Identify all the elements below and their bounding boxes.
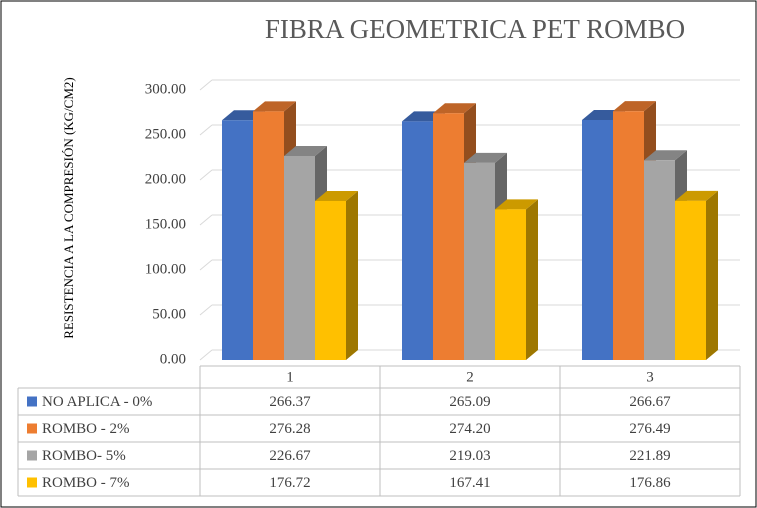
bar (495, 209, 526, 360)
grid-line (199, 304, 213, 316)
bar-side (346, 190, 358, 360)
table-value: 226.67 (269, 448, 311, 464)
table-value: 276.28 (269, 421, 310, 437)
bar-top (644, 150, 687, 161)
bar-top (315, 190, 358, 201)
legend-label: ROMBO - 2% (42, 421, 130, 437)
chart-title: FIBRA GEOMETRICA PET ROMBO (265, 14, 685, 44)
legend-label: ROMBO- 5% (42, 448, 126, 464)
y-tick-label: 200.00 (145, 171, 186, 187)
table-value: 167.41 (449, 475, 490, 491)
table-value: 176.86 (629, 475, 671, 491)
legend-label: NO APLICA - 0% (42, 394, 152, 410)
x-tick-label: 1 (286, 369, 294, 385)
bar-top (495, 199, 538, 210)
bar (613, 111, 644, 360)
bar-top (464, 152, 507, 163)
legend-swatch (27, 423, 37, 434)
y-tick-label: 150.00 (145, 216, 186, 232)
bar (315, 200, 346, 360)
table-value: 265.09 (449, 394, 490, 410)
bar-top (253, 101, 296, 112)
bar-side (526, 199, 538, 360)
bar-top (433, 103, 476, 114)
x-tick-label: 2 (466, 369, 474, 385)
bar-side (706, 190, 718, 360)
bar (284, 155, 315, 360)
bar (433, 113, 464, 360)
x-tick-label: 3 (646, 369, 654, 385)
table-value: 266.37 (269, 394, 311, 410)
legend-swatch (27, 396, 37, 407)
bar (464, 162, 495, 360)
table-value: 266.67 (629, 394, 671, 410)
y-tick-label: 0.00 (160, 351, 186, 367)
grid-line (199, 124, 213, 136)
legend-swatch (27, 450, 37, 461)
y-tick-label: 100.00 (145, 261, 186, 277)
y-tick-label: 50.00 (152, 306, 186, 322)
y-tick-label: 300.00 (145, 81, 186, 97)
grid-line (199, 349, 213, 361)
grid-line (199, 79, 213, 91)
bar (222, 120, 253, 360)
bar-top (613, 101, 656, 112)
bar (675, 200, 706, 360)
bar (402, 121, 433, 360)
bar (253, 111, 284, 361)
table-value: 221.89 (629, 448, 670, 464)
legend-swatch (27, 477, 37, 488)
legend-label: ROMBO - 7% (42, 475, 130, 491)
bar (582, 119, 613, 360)
grid-line (199, 214, 213, 226)
table-value: 276.49 (629, 421, 670, 437)
y-axis-title: RESISTENCIA A LA COMPRESIÓN (KG/CM2) (61, 77, 76, 338)
table-value: 274.20 (449, 421, 490, 437)
grid-line (199, 259, 213, 271)
table-value: 219.03 (449, 448, 490, 464)
table-value: 176.72 (269, 475, 310, 491)
grid-line (199, 169, 213, 181)
bar-top (675, 190, 718, 201)
y-tick-label: 250.00 (145, 126, 186, 142)
bar (644, 160, 675, 360)
bar-top (284, 145, 327, 156)
